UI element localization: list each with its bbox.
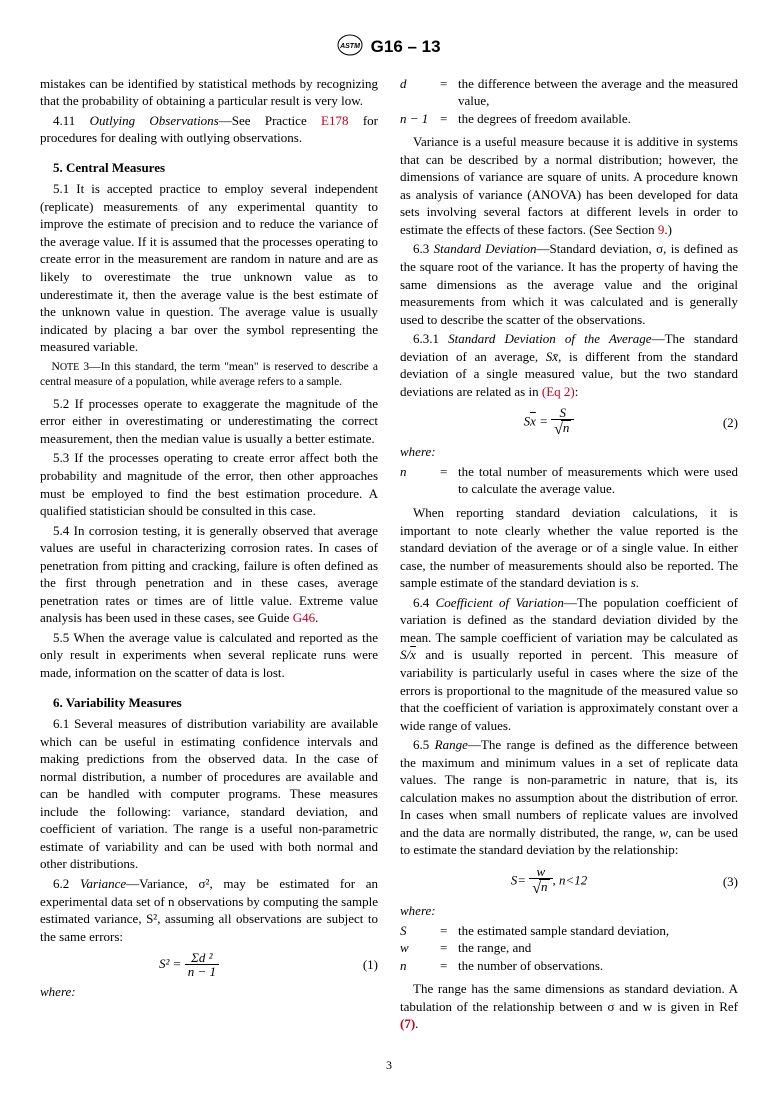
section-6-4: 6.4 Coefficient of Variation—The populat… <box>400 594 738 734</box>
equation-1-number: (1) <box>338 956 378 974</box>
section-6-2: 6.2 Variance—Variance, σ², may be estima… <box>40 875 378 945</box>
definitions-eq2: n=the total number of measurements which… <box>400 463 738 498</box>
section-6-3: 6.3 Standard Deviation—Standard deviatio… <box>400 240 738 328</box>
link-g46[interactable]: G46 <box>293 610 315 625</box>
section-4-11: 4.11 Outlying Observations—See Practice … <box>40 112 378 147</box>
svg-text:ASTM: ASTM <box>339 43 360 50</box>
equation-3: S= w √n , n<12 (3) <box>400 865 738 898</box>
intro-continuation: mistakes can be identified by statistica… <box>40 75 378 110</box>
where-label-2: where: <box>400 443 738 461</box>
heading-6: 6. Variability Measures <box>40 694 378 712</box>
where-label-3: where: <box>400 902 738 920</box>
reporting-discussion: When reporting standard deviation calcul… <box>400 504 738 592</box>
definitions-eq1: d=the difference between the average and… <box>400 75 738 128</box>
standard-designation: G16 – 13 <box>371 36 441 59</box>
section-6-3-1: 6.3.1 Standard Deviation of the Average—… <box>400 330 738 400</box>
heading-5: 5. Central Measures <box>40 159 378 177</box>
variance-discussion: Variance is a useful measure because it … <box>400 133 738 238</box>
section-6-1: 6.1 Several measures of distribution var… <box>40 715 378 873</box>
link-ref-7[interactable]: (7) <box>400 1016 415 1031</box>
section-5-3: 5.3 If the processes operating to create… <box>40 449 378 519</box>
equation-1: S² = Σd ² n − 1 (1) <box>40 951 378 979</box>
section-6-5: 6.5 Range—The range is defined as the di… <box>400 736 738 859</box>
page-header: ASTM G16 – 13 <box>40 34 738 61</box>
note-3: NOTE 3—In this standard, the term "mean"… <box>40 360 378 391</box>
astm-logo-icon: ASTM <box>337 34 363 61</box>
where-label-1: where: <box>40 983 378 1001</box>
equation-2-number: (2) <box>698 414 738 432</box>
link-eq-2[interactable]: (Eq 2) <box>542 384 575 399</box>
section-5-2: 5.2 If processes operate to exaggerate t… <box>40 395 378 448</box>
section-5-5: 5.5 When the average value is calculated… <box>40 629 378 682</box>
equation-3-number: (3) <box>698 873 738 891</box>
section-5-1: 5.1 It is accepted practice to employ se… <box>40 180 378 355</box>
two-column-body: mistakes can be identified by statistica… <box>40 75 738 1033</box>
link-e178[interactable]: E178 <box>321 113 348 128</box>
section-5-4: 5.4 In corrosion testing, it is generall… <box>40 522 378 627</box>
page-number: 3 <box>40 1057 738 1073</box>
definitions-eq3: S=the estimated sample standard deviatio… <box>400 922 738 975</box>
equation-2: Sx = S √n (2) <box>400 406 738 439</box>
range-tail: The range has the same dimensions as sta… <box>400 980 738 1033</box>
